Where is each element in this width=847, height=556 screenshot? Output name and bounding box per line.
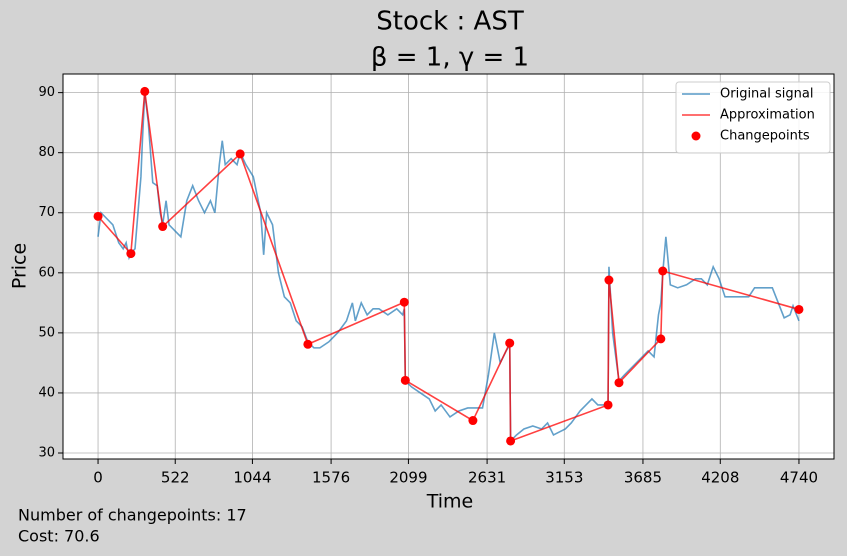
x-tick-label: 522 [161,469,190,487]
chart-subtitle: β = 1, γ = 1 [371,43,529,73]
x-tick-label: 4740 [780,469,818,487]
chart-title: Stock : AST [376,7,524,37]
legend-label: Changepoints [720,129,810,144]
changepoint [506,436,516,446]
x-tick-label: 3153 [545,469,583,487]
x-tick-label: 2631 [468,469,506,487]
legend-label: Approximation [720,108,815,123]
x-tick-label: 4208 [701,469,739,487]
y-axis-label: Price [9,243,31,289]
x-tick-label: 0 [93,469,103,487]
legend-box [675,81,831,154]
y-tick-label: 80 [38,145,55,160]
changepoint [93,211,103,221]
changepoint [614,378,624,388]
changepoint [658,266,668,276]
x-tick-label: 1044 [233,469,271,487]
changepoint [235,149,245,159]
x-tick-label: 1576 [312,469,350,487]
changepoint [794,304,804,314]
annotation: Cost: 70.6 [18,527,100,546]
legend-label: Original signal [720,87,813,102]
y-tick-label: 60 [38,265,55,280]
y-tick-label: 30 [38,445,55,460]
changepoint [505,338,515,348]
legend: Original signal Approximation Changepoints [675,81,831,154]
changepoint [126,249,136,259]
changepoint [400,375,410,385]
y-tick-label: 90 [38,85,55,100]
x-tick-label: 2099 [389,469,427,487]
changepoint [303,339,313,349]
annotation: Number of changepoints: 17 [18,506,247,525]
y-tick-label: 70 [38,205,55,220]
plot-frame [62,73,835,460]
changepoint [604,275,614,285]
changepoint [656,334,666,344]
legend-marker [691,131,701,141]
changepoint [399,297,409,307]
x-axis-label: Time [426,491,474,513]
changepoint [158,222,168,232]
changepoint [603,400,613,410]
y-tick-label: 40 [38,385,55,400]
changepoint [468,416,478,426]
changepoint [140,86,150,96]
x-tick-label: 3685 [624,469,662,487]
y-tick-label: 50 [38,325,55,340]
